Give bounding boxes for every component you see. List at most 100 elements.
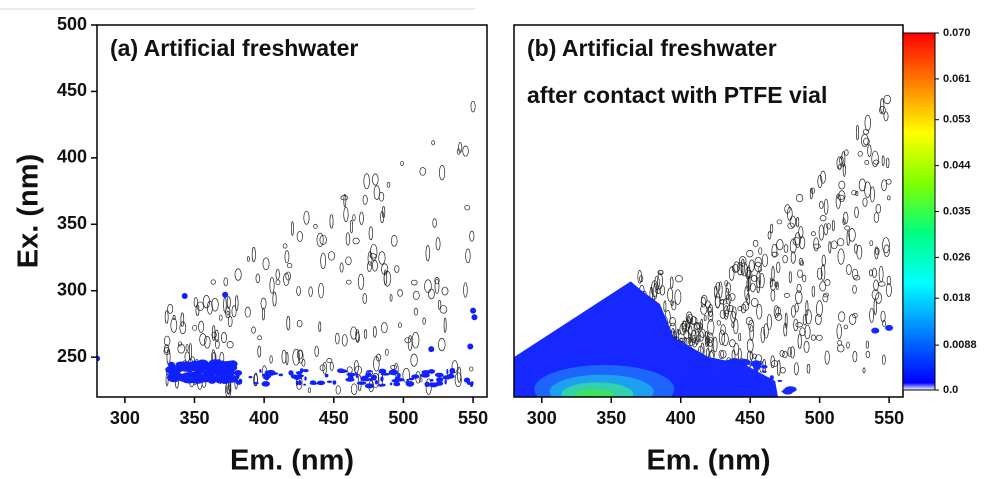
- contour-line: [770, 355, 775, 369]
- fluorescence-patch: [179, 376, 193, 381]
- contour-line: [864, 114, 871, 132]
- contour-line: [469, 230, 475, 242]
- contour-line: [370, 243, 378, 261]
- contour-line: [887, 195, 891, 201]
- contour-line: [705, 335, 710, 346]
- fluorescence-patch: [411, 374, 420, 379]
- x-tick-label: 350: [179, 408, 209, 428]
- contour-line: [719, 309, 726, 319]
- fluorescence-patch: [734, 367, 748, 373]
- plot-frame: [96, 24, 488, 398]
- contour-line: [234, 268, 242, 281]
- contour-line: [362, 293, 368, 304]
- contour-line: [787, 222, 795, 229]
- fluorescence-patch: [470, 307, 477, 314]
- contour-line: [196, 301, 204, 312]
- contour-line: [380, 322, 388, 334]
- contour-line: [286, 263, 293, 269]
- contour-line: [799, 327, 806, 337]
- contour-line: [728, 266, 735, 281]
- contour-line: [404, 337, 412, 344]
- contour-line: [384, 348, 389, 356]
- contour-line: [363, 173, 370, 190]
- contour-line: [262, 257, 270, 271]
- contour-line: [824, 350, 830, 365]
- contour-line: [669, 322, 677, 333]
- contour-line: [879, 105, 886, 115]
- contour-line: [826, 223, 831, 230]
- fluorescence-patch: [777, 379, 783, 382]
- contour-line: [675, 275, 683, 283]
- contour-line: [215, 339, 220, 350]
- contour-line: [320, 252, 327, 269]
- contour-line: [837, 237, 845, 247]
- contour-line: [794, 303, 799, 313]
- contour-line: [852, 350, 858, 363]
- contour-line: [462, 145, 469, 157]
- contour-line: [818, 224, 825, 241]
- contour-line: [424, 279, 432, 293]
- contour-line: [787, 347, 792, 357]
- contour-line: [874, 246, 879, 260]
- contour-line: [883, 94, 891, 105]
- contour-line: [367, 251, 373, 266]
- contour-line: [756, 303, 763, 320]
- contour-line: [838, 164, 842, 170]
- contour-line: [730, 310, 737, 323]
- contour-line: [372, 173, 379, 186]
- contour-line: [372, 260, 378, 272]
- contour-line: [795, 322, 803, 328]
- contour-line: [837, 194, 845, 200]
- contour-line: [329, 214, 334, 229]
- contour-line: [860, 133, 869, 147]
- contour-line: [303, 210, 310, 225]
- contour-line: [816, 300, 823, 317]
- fluorescence-patch: [751, 390, 765, 397]
- contour-line: [873, 212, 880, 223]
- contour-line: [180, 312, 185, 327]
- fluorescence-patch: [266, 369, 276, 376]
- contour-line: [731, 306, 737, 319]
- contour-line: [226, 341, 234, 349]
- fluorescence-patch: [332, 380, 337, 385]
- plot-area: [514, 94, 894, 397]
- x-tick-label: 400: [249, 408, 279, 428]
- contour-line: [881, 155, 885, 167]
- contour-line: [226, 310, 230, 316]
- contour-line: [848, 313, 857, 325]
- contour-line: [376, 353, 381, 362]
- fluorescence-patch: [209, 370, 217, 376]
- contour-line: [192, 324, 198, 331]
- contour-line: [285, 351, 289, 366]
- contour-line: [805, 309, 812, 325]
- fluorescence-patch: [346, 372, 357, 377]
- colorbar-tick-label: 0.070: [943, 27, 971, 39]
- contour-line: [725, 282, 732, 294]
- contour-line: [867, 144, 872, 157]
- fluorescence-patch: [406, 378, 409, 384]
- fluorescence-patch: [758, 373, 765, 380]
- contour-line: [203, 335, 211, 349]
- fluorescence-patch: [699, 387, 709, 390]
- contour-line: [810, 187, 816, 194]
- contour-line: [740, 303, 747, 314]
- fluorescence-patch: [685, 361, 694, 365]
- contour-line: [865, 350, 871, 358]
- contour-line: [275, 279, 281, 286]
- fluorescence-patch: [764, 381, 775, 385]
- fluorescence-patch: [190, 360, 199, 368]
- contour-line: [855, 124, 860, 141]
- fluorescence-patch: [701, 361, 711, 369]
- contour-line: [463, 282, 468, 298]
- contour-line: [854, 206, 859, 218]
- contour-line: [703, 314, 707, 322]
- contour-line: [881, 354, 886, 365]
- contour-line: [223, 296, 227, 313]
- contour-line: [886, 275, 892, 286]
- fluorescence-patch: [885, 324, 894, 331]
- contour-line: [341, 334, 348, 347]
- fluorescence-patch: [380, 383, 386, 387]
- contour-line: [814, 313, 822, 325]
- contour-line: [363, 329, 368, 339]
- fluorescence-patch: [299, 368, 304, 373]
